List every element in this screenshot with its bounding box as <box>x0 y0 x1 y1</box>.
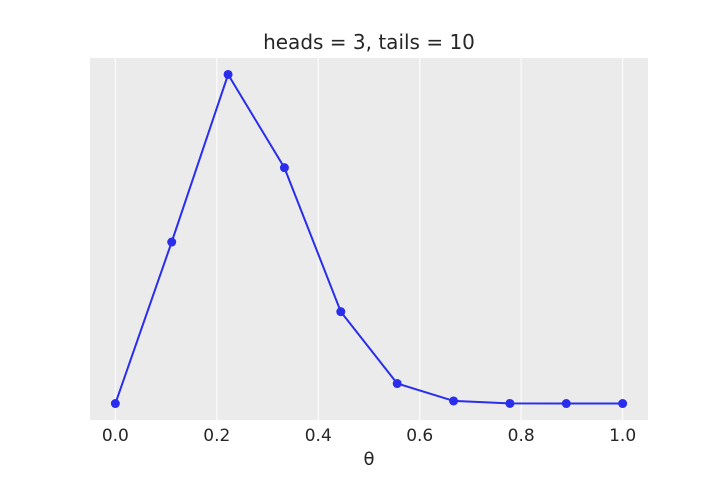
series-line <box>114 72 623 405</box>
x-tick-label: 0.0 <box>102 426 129 446</box>
data-point <box>223 69 233 79</box>
x-tick-label: 0.6 <box>406 426 433 446</box>
x-axis-label: θ <box>363 449 374 470</box>
x-tick-label: 1.0 <box>609 426 636 446</box>
data-point <box>392 379 402 389</box>
data-point <box>110 399 120 409</box>
data-point <box>618 399 628 409</box>
data-point <box>449 396 459 406</box>
data-point <box>279 163 289 173</box>
chart-title: heads = 3, tails = 10 <box>263 30 475 54</box>
data-point <box>505 398 515 408</box>
data-point <box>336 307 346 317</box>
data-point <box>167 237 177 247</box>
x-tick-label: 0.2 <box>203 426 230 446</box>
grid-lines <box>114 58 624 420</box>
plot-area <box>90 58 648 420</box>
x-tick-label: 0.8 <box>508 426 535 446</box>
x-tick-label: 0.4 <box>305 426 332 446</box>
x-tick-labels: 0.0 0.2 0.4 0.6 0.8 1.0 <box>102 426 636 446</box>
series-group <box>110 69 628 409</box>
data-point <box>561 399 571 409</box>
